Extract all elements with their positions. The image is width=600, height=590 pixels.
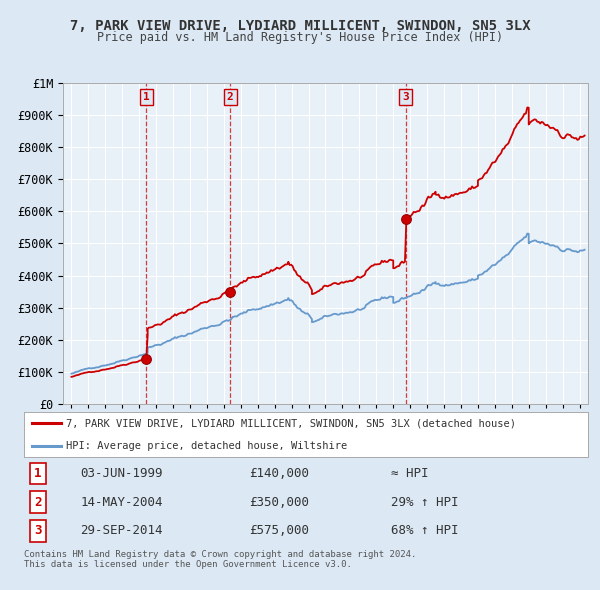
Text: £575,000: £575,000 xyxy=(250,525,310,537)
Text: 29% ↑ HPI: 29% ↑ HPI xyxy=(391,496,458,509)
Text: HPI: Average price, detached house, Wiltshire: HPI: Average price, detached house, Wilt… xyxy=(66,441,347,451)
Text: £350,000: £350,000 xyxy=(250,496,310,509)
Text: 03-JUN-1999: 03-JUN-1999 xyxy=(80,467,163,480)
Text: 29-SEP-2014: 29-SEP-2014 xyxy=(80,525,163,537)
Text: 7, PARK VIEW DRIVE, LYDIARD MILLICENT, SWINDON, SN5 3LX: 7, PARK VIEW DRIVE, LYDIARD MILLICENT, S… xyxy=(70,19,530,33)
Text: 1: 1 xyxy=(143,92,149,102)
Text: 3: 3 xyxy=(403,92,409,102)
Text: Price paid vs. HM Land Registry's House Price Index (HPI): Price paid vs. HM Land Registry's House … xyxy=(97,31,503,44)
Text: 2: 2 xyxy=(34,496,42,509)
Text: Contains HM Land Registry data © Crown copyright and database right 2024.
This d: Contains HM Land Registry data © Crown c… xyxy=(24,550,416,569)
Text: 68% ↑ HPI: 68% ↑ HPI xyxy=(391,525,458,537)
Text: 14-MAY-2004: 14-MAY-2004 xyxy=(80,496,163,509)
Text: 2: 2 xyxy=(227,92,233,102)
Text: £140,000: £140,000 xyxy=(250,467,310,480)
Text: 1: 1 xyxy=(34,467,42,480)
Text: 7, PARK VIEW DRIVE, LYDIARD MILLICENT, SWINDON, SN5 3LX (detached house): 7, PARK VIEW DRIVE, LYDIARD MILLICENT, S… xyxy=(66,418,516,428)
Text: 3: 3 xyxy=(34,525,42,537)
Text: ≈ HPI: ≈ HPI xyxy=(391,467,428,480)
